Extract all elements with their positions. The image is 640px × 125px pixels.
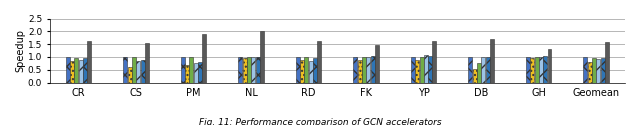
Bar — [87, 41, 92, 83]
Bar — [424, 55, 428, 83]
Bar — [371, 56, 374, 83]
Bar — [309, 61, 313, 83]
Bar — [486, 57, 490, 83]
Bar — [247, 57, 251, 83]
Bar — [300, 60, 304, 83]
Bar — [198, 62, 202, 83]
Bar — [543, 56, 547, 83]
Bar — [353, 57, 357, 83]
Bar — [592, 58, 596, 83]
Bar — [74, 58, 78, 83]
Bar — [79, 60, 83, 83]
Bar — [584, 57, 588, 83]
Bar — [433, 41, 436, 83]
Bar — [189, 57, 193, 83]
Bar — [252, 57, 255, 83]
Bar — [255, 57, 260, 83]
Bar — [490, 39, 494, 83]
Bar — [605, 42, 609, 83]
Bar — [145, 43, 149, 83]
Y-axis label: Speedup: Speedup — [15, 29, 25, 72]
Bar — [477, 63, 481, 83]
Bar — [415, 60, 419, 83]
Bar — [588, 62, 592, 83]
Bar — [136, 61, 140, 83]
Bar — [539, 57, 543, 83]
Bar — [181, 57, 185, 83]
Bar — [366, 57, 371, 83]
Bar — [411, 57, 415, 83]
Bar — [66, 57, 70, 83]
Bar — [70, 61, 74, 83]
Bar — [132, 57, 136, 83]
Bar — [481, 57, 485, 83]
Bar — [141, 60, 145, 83]
Bar — [124, 57, 127, 83]
Bar — [601, 58, 605, 83]
Bar — [313, 58, 317, 83]
Bar — [260, 31, 264, 83]
Bar — [531, 58, 534, 83]
Bar — [375, 46, 379, 83]
Bar — [317, 41, 321, 83]
Bar — [194, 63, 198, 83]
Bar — [185, 65, 189, 83]
Text: Fig. 11: Performance comparison of GCN accelerators: Fig. 11: Performance comparison of GCN a… — [198, 118, 442, 125]
Bar — [596, 58, 600, 83]
Bar — [534, 57, 538, 83]
Bar — [296, 57, 300, 83]
Bar — [526, 57, 530, 83]
Bar — [83, 58, 87, 83]
Bar — [428, 56, 432, 83]
Bar — [362, 57, 366, 83]
Bar — [420, 57, 424, 83]
Bar — [238, 57, 243, 83]
Bar — [305, 57, 308, 83]
Bar — [547, 49, 552, 83]
Bar — [468, 57, 472, 83]
Bar — [358, 60, 362, 83]
Bar — [202, 34, 206, 83]
Bar — [127, 67, 132, 83]
Bar — [473, 68, 477, 83]
Bar — [243, 58, 246, 83]
